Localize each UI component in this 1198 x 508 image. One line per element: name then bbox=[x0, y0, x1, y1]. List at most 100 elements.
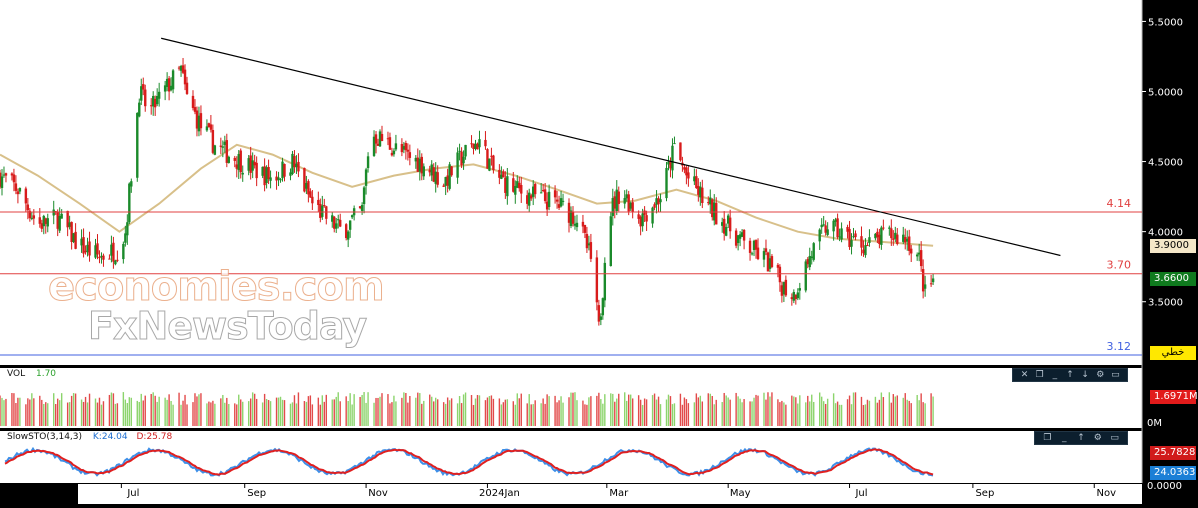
down-arrow-icon[interactable]: ↓ bbox=[1081, 370, 1089, 380]
volume-bar bbox=[506, 399, 509, 426]
candle-body bbox=[420, 156, 423, 174]
stochastic-title: SlowSTO(3,14,3) K:24.04 D:25.78 bbox=[7, 432, 172, 442]
volume-bar bbox=[419, 393, 421, 426]
volume-bar bbox=[3, 400, 5, 426]
volume-bar bbox=[486, 397, 489, 426]
close-icon[interactable]: ✕ bbox=[1020, 370, 1029, 380]
candle-body bbox=[601, 298, 605, 316]
candle-body bbox=[846, 226, 849, 232]
stochastic-k-label: K:24.04 bbox=[92, 432, 128, 442]
horizontal-levels[interactable]: 4.14 3.70 3.12 bbox=[0, 197, 1142, 356]
volume-bar bbox=[208, 401, 210, 426]
volume-bar bbox=[168, 394, 170, 426]
volume-bar bbox=[405, 392, 407, 426]
price-tick-label: 4.5000 bbox=[1148, 158, 1183, 169]
volume-bar bbox=[429, 394, 431, 426]
volume-bar bbox=[544, 403, 546, 426]
candle-body bbox=[293, 156, 296, 168]
stochastic-d-label: D:25.78 bbox=[136, 432, 173, 442]
candle-body bbox=[685, 167, 688, 176]
volume-bar bbox=[824, 403, 827, 426]
volume-bar bbox=[542, 398, 544, 426]
volume-bar bbox=[377, 397, 379, 426]
candle-body bbox=[609, 216, 612, 267]
volume-bar bbox=[639, 399, 642, 426]
more-icon[interactable]: ▭ bbox=[1110, 433, 1119, 443]
candle-body bbox=[450, 166, 453, 176]
candle-body bbox=[490, 155, 493, 157]
minimize-icon[interactable]: _ bbox=[1061, 433, 1067, 443]
trendline-path[interactable] bbox=[161, 37, 1061, 257]
volume-bar bbox=[267, 400, 270, 426]
candle-body bbox=[526, 195, 529, 204]
candle-body bbox=[42, 215, 45, 227]
candle-body bbox=[673, 143, 676, 145]
volume-bar bbox=[80, 399, 83, 426]
volume-bar bbox=[462, 394, 465, 426]
volume-bar bbox=[251, 392, 254, 426]
candle-body bbox=[364, 169, 368, 186]
candle-body bbox=[233, 157, 236, 161]
volume-bar bbox=[918, 400, 920, 426]
candle-body bbox=[611, 198, 614, 216]
candle-body bbox=[102, 255, 105, 260]
candle-body bbox=[810, 256, 813, 259]
candle-body bbox=[832, 220, 835, 232]
volume-bar bbox=[741, 402, 743, 426]
candle-body bbox=[311, 196, 314, 204]
volume-bar bbox=[584, 404, 586, 426]
volume-bar bbox=[892, 394, 895, 426]
candle-body bbox=[181, 65, 185, 73]
volume-bar bbox=[15, 403, 17, 426]
volume-bar bbox=[172, 404, 174, 426]
candle-body bbox=[615, 189, 618, 212]
volume-bar bbox=[476, 394, 479, 426]
volume-bar bbox=[114, 403, 117, 426]
candle-body bbox=[890, 228, 893, 239]
volume-bar bbox=[319, 404, 322, 426]
volume-bar bbox=[307, 396, 310, 426]
volume-bar bbox=[725, 395, 727, 426]
candle-body bbox=[295, 163, 298, 168]
up-arrow-icon[interactable]: ↑ bbox=[1066, 370, 1074, 380]
settings-icon[interactable]: ⚙ bbox=[1096, 370, 1105, 380]
candle-body bbox=[205, 126, 209, 131]
volume-bar bbox=[351, 404, 353, 426]
candle-body bbox=[18, 187, 22, 192]
more-icon[interactable]: ▭ bbox=[1111, 370, 1120, 380]
volume-bar bbox=[11, 392, 13, 426]
volume-bar bbox=[890, 402, 893, 426]
scale-mode-badge[interactable]: خطي bbox=[1150, 346, 1196, 360]
volume-bar bbox=[799, 395, 801, 426]
volume-bar bbox=[86, 402, 89, 426]
volume-bar bbox=[546, 394, 548, 426]
settings-icon[interactable]: ⚙ bbox=[1093, 433, 1102, 443]
volume-bar bbox=[333, 399, 335, 426]
restore-icon[interactable]: ❐ bbox=[1035, 370, 1044, 380]
candle-body bbox=[434, 171, 437, 184]
candle-body bbox=[307, 181, 310, 195]
volume-bar bbox=[645, 399, 648, 426]
candle-body bbox=[82, 237, 85, 254]
candle-body bbox=[679, 142, 682, 161]
candle-body bbox=[456, 152, 459, 178]
volume-bar bbox=[353, 394, 355, 426]
volume-bar bbox=[68, 402, 71, 426]
volume-bar bbox=[614, 401, 616, 426]
candle-body bbox=[279, 179, 282, 181]
volume-bar bbox=[70, 395, 73, 426]
volume-bar bbox=[610, 393, 612, 426]
up-arrow-icon[interactable]: ↑ bbox=[1077, 433, 1085, 443]
volume-bar bbox=[618, 393, 620, 426]
volume-bar bbox=[220, 398, 222, 426]
trendline[interactable] bbox=[161, 37, 1061, 257]
volume-bar bbox=[520, 393, 522, 426]
volume-bar bbox=[13, 393, 15, 426]
volume-bar bbox=[916, 394, 918, 426]
restore-icon[interactable]: ❐ bbox=[1043, 433, 1052, 443]
candle-body bbox=[12, 174, 16, 183]
candle-body bbox=[10, 173, 14, 176]
minimize-icon[interactable]: _ bbox=[1052, 370, 1058, 380]
